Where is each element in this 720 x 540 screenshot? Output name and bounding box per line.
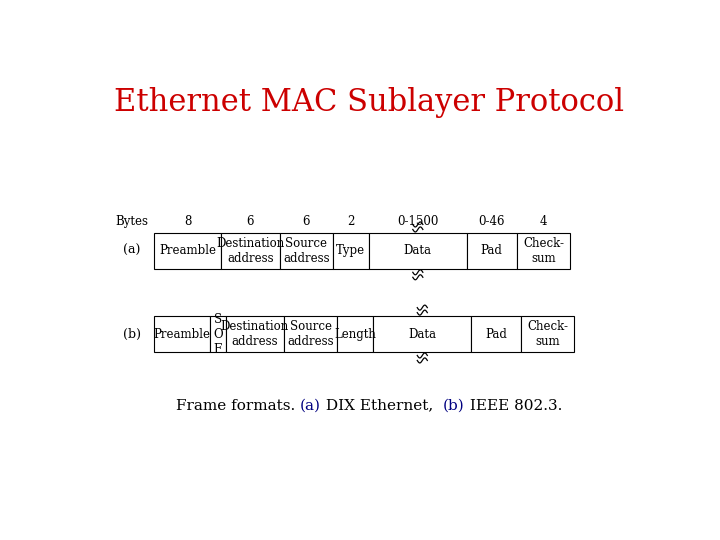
Text: (a): (a) <box>300 399 321 413</box>
Bar <box>517 233 570 268</box>
Text: 4: 4 <box>539 215 547 228</box>
Text: Pad: Pad <box>481 245 503 258</box>
Bar <box>225 316 284 352</box>
Bar <box>154 316 210 352</box>
Text: 8: 8 <box>184 215 192 228</box>
Text: (b): (b) <box>443 399 464 413</box>
Text: Destination
address: Destination address <box>221 320 289 348</box>
Bar <box>284 316 337 352</box>
Text: (a): (a) <box>123 245 140 258</box>
Text: Data: Data <box>404 245 432 258</box>
Text: 6: 6 <box>247 215 254 228</box>
Text: Ethernet MAC Sublayer Protocol: Ethernet MAC Sublayer Protocol <box>114 87 624 118</box>
Text: 0-46: 0-46 <box>479 215 505 228</box>
Text: Check-
sum: Check- sum <box>527 320 568 348</box>
Text: 6: 6 <box>302 215 310 228</box>
Text: S
O
F: S O F <box>213 313 222 355</box>
Bar <box>471 316 521 352</box>
Text: Bytes: Bytes <box>115 215 148 228</box>
Text: Frame formats.: Frame formats. <box>176 399 300 413</box>
Text: Check-
sum: Check- sum <box>523 237 564 265</box>
Bar <box>521 316 575 352</box>
Bar <box>210 316 225 352</box>
Text: Preamble: Preamble <box>159 245 216 258</box>
Bar <box>221 233 279 268</box>
Text: Preamble: Preamble <box>153 328 210 341</box>
Bar <box>279 233 333 268</box>
Bar <box>337 316 374 352</box>
Text: Length: Length <box>334 328 377 341</box>
Text: Source
address: Source address <box>283 237 330 265</box>
Text: DIX Ethernet,: DIX Ethernet, <box>321 399 443 413</box>
Bar <box>333 233 369 268</box>
Text: IEEE 802.3.: IEEE 802.3. <box>464 399 562 413</box>
Text: (b): (b) <box>123 328 141 341</box>
Text: Destination
address: Destination address <box>216 237 284 265</box>
Text: Data: Data <box>408 328 436 341</box>
Text: 2: 2 <box>347 215 354 228</box>
Bar <box>154 233 221 268</box>
Text: Type: Type <box>336 245 366 258</box>
Text: 0-1500: 0-1500 <box>397 215 438 228</box>
Bar <box>467 233 517 268</box>
Bar <box>369 233 467 268</box>
Text: Pad: Pad <box>485 328 507 341</box>
Bar <box>374 316 471 352</box>
Text: Source
address: Source address <box>287 320 334 348</box>
